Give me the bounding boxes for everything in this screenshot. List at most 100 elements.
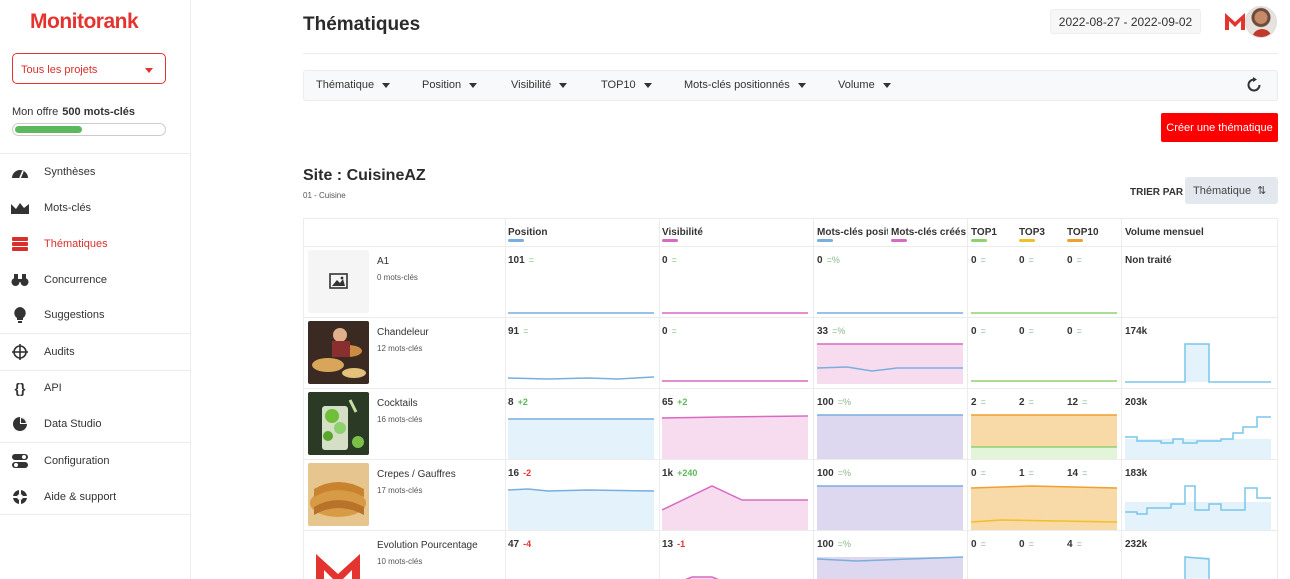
- visibility-cell-value: 1k: [662, 468, 674, 479]
- top1-cell: 0 =: [971, 539, 986, 550]
- keywords-cell-delta: =%: [837, 468, 851, 478]
- sidebar-item-aide-support[interactable]: Aide & support: [0, 479, 190, 515]
- table-row[interactable]: Cocktails 16 mots-clés 8 +2 65 +2 100 =% 2 = 2 = 12 =…: [304, 389, 1277, 460]
- keywords-cell-value: 100: [817, 539, 834, 550]
- sidebar-item-syntheses[interactable]: Synthèses: [0, 154, 190, 190]
- position-cell-delta: +2: [517, 397, 528, 407]
- filter-label: TOP10: [601, 79, 636, 91]
- table-row[interactable]: Chandeleur 12 mots-clés 91 = 0 = 33 =% 0 = 0 = 0 = 174…: [304, 318, 1277, 389]
- filter-thematique[interactable]: Thématique: [316, 79, 391, 91]
- column-header[interactable]: TOP10: [1067, 227, 1099, 238]
- keywords-cell: 33 =%: [817, 326, 845, 337]
- position-cell-value: 47: [508, 539, 520, 550]
- top1-cell: 0 =: [971, 326, 986, 337]
- binoculars-icon: [11, 271, 29, 289]
- column-header[interactable]: TOP3: [1019, 227, 1045, 238]
- offer-usage-fill: [15, 126, 82, 133]
- keywords-cell: 100 =%: [817, 539, 851, 550]
- position-sparkline: [507, 482, 655, 535]
- thematique-thumbnail: [308, 392, 369, 455]
- visibility-cell-value: 13: [662, 539, 674, 550]
- sidebar-item-label: Aide & support: [44, 491, 117, 503]
- thematique-name[interactable]: A1: [377, 256, 390, 267]
- column-header[interactable]: Position: [508, 227, 548, 238]
- position-cell-value: 91: [508, 326, 520, 337]
- top-sparkline: [971, 411, 1117, 464]
- app-logo[interactable]: Monitorank: [30, 10, 139, 33]
- sidebar-item-label: Suggestions: [44, 309, 105, 321]
- visibility-cell-delta: =: [671, 255, 677, 265]
- visibility-cell: 0 =: [662, 255, 677, 266]
- layers-icon: [11, 235, 29, 253]
- column-header[interactable]: Volume mensuel: [1125, 227, 1204, 238]
- offer-info: Mon offre 500 mots-clés: [12, 106, 135, 118]
- sort-label: TRIER PAR: [1130, 187, 1184, 198]
- position-sparkline: [508, 411, 654, 464]
- thematique-name[interactable]: Crepes / Gauffres: [377, 469, 456, 480]
- filter-position[interactable]: Position: [422, 79, 478, 91]
- filter-volume[interactable]: Volume: [838, 79, 891, 91]
- visibility-cell-delta: -1: [677, 539, 686, 549]
- caret-down-icon: [882, 82, 891, 88]
- thematique-name[interactable]: Chandeleur: [377, 327, 429, 338]
- caret-down-icon: [559, 82, 568, 88]
- create-thematique-button[interactable]: Créer une thématique: [1161, 113, 1278, 142]
- table-row[interactable]: Evolution Pourcentage 10 mots-clés 47 -4 13-…: [304, 531, 1277, 579]
- volume-cell: 232k: [1125, 539, 1147, 550]
- column-divider: [659, 219, 660, 579]
- volume-cell-value: 203k: [1125, 397, 1148, 408]
- visibility-cell: 0 =: [662, 326, 677, 337]
- filter-top10[interactable]: TOP10: [601, 79, 652, 91]
- sort-order-icon[interactable]: ⇅: [1257, 185, 1267, 197]
- column-color-indicator: [891, 239, 907, 242]
- sidebar-item-concurrence[interactable]: Concurrence: [0, 262, 190, 298]
- keywords-cell-delta: =%: [837, 397, 851, 407]
- filter-mots-cles-positionnes[interactable]: Mots-clés positionnés: [684, 79, 806, 91]
- table-row[interactable]: Crepes / Gauffres 17 mots-clés 16 -2 1k +240 1…: [304, 460, 1277, 531]
- sidebar-item-data-studio[interactable]: Data Studio: [0, 406, 190, 442]
- thematique-thumbnail: [308, 463, 369, 526]
- project-select[interactable]: Tous les projets: [12, 53, 166, 84]
- caret-down-icon: [797, 82, 806, 88]
- column-header[interactable]: Visibilité: [662, 227, 703, 238]
- mountain-chart-icon: [11, 199, 29, 217]
- filter-visibilite[interactable]: Visibilité: [511, 79, 568, 91]
- sort-select[interactable]: Thématique ⇅: [1185, 177, 1278, 204]
- top10-cell-value: 0: [1067, 255, 1073, 266]
- column-header[interactable]: TOP1: [971, 227, 997, 238]
- position-cell: 47 -4: [508, 539, 531, 550]
- sidebar-item-configuration[interactable]: Configuration: [0, 443, 190, 479]
- top3-cell-delta: =: [1028, 397, 1034, 407]
- position-cell: 101 =: [508, 255, 534, 266]
- sidebar: Monitorank Tous les projets Mon offre 500…: [0, 0, 191, 579]
- position-cell-value: 8: [508, 397, 514, 408]
- column-header[interactable]: Mots-clés positionnés: [817, 227, 888, 238]
- column-header[interactable]: Mots-clés créés: [891, 227, 967, 238]
- top1-cell-value: 0: [971, 255, 977, 266]
- top3-cell-value: 0: [1019, 539, 1025, 550]
- top10-cell-delta: =: [1082, 397, 1088, 407]
- nav-divider: [0, 442, 190, 443]
- column-color-indicator: [508, 239, 524, 242]
- thematique-name[interactable]: Cocktails: [377, 398, 418, 409]
- sidebar-item-label: Synthèses: [44, 166, 96, 178]
- top3-cell-value: 1: [1019, 468, 1025, 479]
- reset-filters-icon[interactable]: [1246, 77, 1262, 93]
- visibility-sparkline: [661, 482, 808, 535]
- sidebar-item-audits[interactable]: Audits: [0, 334, 190, 370]
- sidebar-item-thematiques[interactable]: Thématiques: [0, 226, 190, 262]
- thematique-thumbnail: [308, 321, 369, 384]
- user-avatar[interactable]: [1245, 6, 1277, 38]
- sidebar-item-mots-cles[interactable]: Mots-clés: [0, 190, 190, 226]
- column-divider: [505, 219, 506, 579]
- visibility-cell-value: 65: [662, 397, 674, 408]
- table-row[interactable]: A1 0 mots-clés 101 = 0 = 0 =% 0 = 0 = 0 = Non traité: [304, 247, 1277, 318]
- sidebar-item-suggestions[interactable]: Suggestions: [0, 297, 190, 333]
- date-range-picker[interactable]: 2022-08-27 - 2022-09-02: [1050, 9, 1201, 34]
- thematique-keyword-count: 16 mots-clés: [377, 415, 423, 424]
- keywords-cell-delta: =%: [832, 326, 846, 336]
- sidebar-item-api[interactable]: {} API: [0, 370, 190, 406]
- thematique-name[interactable]: Evolution Pourcentage: [377, 540, 478, 551]
- column-divider: [813, 219, 814, 579]
- position-cell: 16 -2: [508, 468, 531, 479]
